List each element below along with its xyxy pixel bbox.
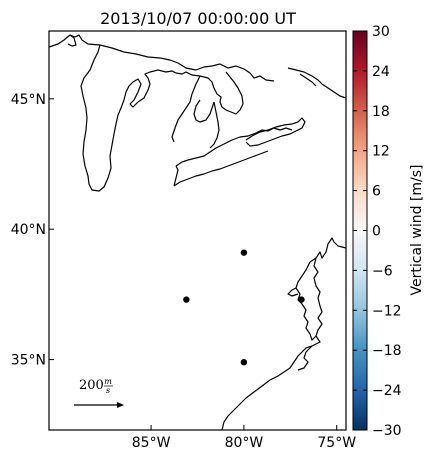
colorbar-tick-label: 24 — [372, 64, 390, 80]
lake-ontario-shore — [245, 117, 306, 147]
map-frame — [48, 30, 347, 431]
coastlines — [48, 34, 347, 431]
map-background — [49, 31, 346, 430]
station-marker — [240, 358, 248, 366]
scale-arrow-value: 200 — [79, 378, 104, 393]
y-tick-label: 40°N — [11, 222, 46, 238]
x-tick-label: 85°W — [132, 435, 171, 451]
y-axis-ticks: 45°N 40°N 35°N — [11, 92, 54, 369]
colorbar-tick-label: −24 — [372, 383, 402, 399]
lake-erie-west — [173, 165, 179, 187]
scale-arrowhead — [117, 402, 124, 408]
scale-arrow-unit-num: m — [104, 377, 112, 386]
station-markers — [183, 249, 305, 366]
station-marker — [240, 249, 248, 256]
potomac-inlet — [287, 287, 299, 297]
lake-huron-ontario-shore — [209, 101, 220, 149]
colorbar-tick-label: 6 — [372, 184, 381, 200]
colorbar-tick-label: −6 — [372, 263, 393, 279]
colorbar-label: Vertical wind [m/s] — [409, 165, 425, 296]
colorbar-tick-label: −30 — [372, 423, 402, 439]
atlantic-coast — [221, 237, 347, 431]
colorbar-tick-label: 12 — [372, 144, 390, 160]
colorbar-tick-label: 18 — [372, 104, 390, 120]
pamlico-sound — [297, 345, 313, 371]
y-tick-label: 45°N — [11, 92, 46, 108]
y-tick-label: 35°N — [11, 353, 46, 369]
st-lawrence-north — [299, 73, 317, 87]
lake-erie-shore — [175, 127, 293, 167]
colorbar: 30 24 18 12 6 0 −6 −12 −18 −24 −30 Vertical wind [… — [352, 24, 425, 439]
station-marker — [183, 296, 190, 303]
station-marker — [298, 296, 305, 303]
lake-erie-south — [173, 150, 269, 187]
colorbar-tick-label: 30 — [372, 24, 390, 40]
colorbar-tick-label: −12 — [372, 303, 402, 319]
lake-huron-thumb — [193, 99, 215, 123]
x-tick-label: 80°W — [225, 435, 264, 451]
st-lawrence-shore — [287, 67, 347, 99]
x-axis-ticks: 85°W 80°W 75°W — [132, 425, 356, 451]
x-tick-label: 75°W — [317, 435, 356, 451]
colorbar-tick-label: −18 — [372, 343, 402, 359]
scale-arrow-group: 200 m s — [74, 377, 124, 408]
lake-superior-north — [67, 34, 77, 47]
scale-arrow-unit-den: s — [106, 386, 110, 395]
lake-huron-shore — [175, 71, 244, 115]
lake-huron-west — [171, 75, 201, 143]
colorbar-ticks: 30 24 18 12 6 0 −6 −12 −18 −24 −30 — [353, 24, 402, 439]
map-panel: 200 m s — [48, 30, 347, 431]
map-title: 2013/10/07 00:00:00 UT — [100, 9, 296, 28]
colorbar-tick-label: 0 — [372, 224, 381, 240]
lake-superior-shore — [48, 34, 275, 82]
lake-michigan-shore — [80, 44, 177, 192]
